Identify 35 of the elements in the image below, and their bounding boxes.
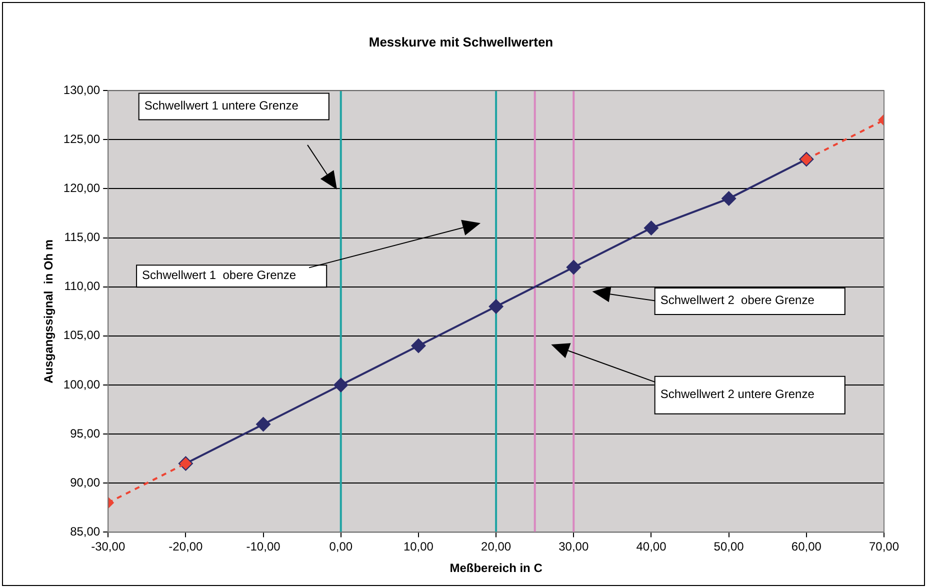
y-tick-label: 125,00: [63, 132, 100, 146]
x-tick-label: -10,00: [246, 540, 281, 554]
x-tick-label: 30,00: [558, 540, 589, 554]
annotation: Schwellwert 1 untere Grenze: [144, 98, 299, 112]
point: [488, 298, 504, 314]
y-tick-label: 90,00: [70, 475, 100, 490]
point: [256, 416, 271, 432]
point: [333, 378, 348, 392]
x-tick-label: 10,00: [403, 540, 434, 554]
y-tick-label: 100,00: [63, 377, 100, 392]
chart-title: Messkurve mit Schwellwerten: [368, 34, 554, 50]
x-axis-title: Meßbereich in C: [450, 561, 543, 576]
annotation: Schwellwert 2 obere Grenze: [660, 293, 815, 308]
x-tick-label: 70,00: [868, 540, 900, 554]
y-axis-title: Ausgangssignal in Oh m: [42, 239, 56, 384]
x-tick-label: -30,00: [91, 540, 126, 554]
annotation: Schwellwert 1 obere Grenze: [142, 268, 296, 282]
y-tick-label: 105,00: [63, 328, 100, 342]
x-tick-label: 20,00: [481, 540, 512, 554]
x-tick-label: -20,00: [168, 540, 204, 554]
point: [721, 191, 736, 206]
annotation: Schwellwert 2 untere Grenze: [660, 386, 815, 401]
y-tick-label: 95,00: [70, 426, 100, 440]
y-tick-label: 85,00: [70, 524, 100, 539]
x-tick-label: 0,00: [329, 540, 353, 554]
point: [410, 338, 426, 354]
y-tick-label: 110,00: [64, 279, 100, 294]
y-tick-label: 130,00: [63, 82, 100, 97]
point: [644, 220, 659, 236]
x-tick-label: 60,00: [791, 540, 822, 554]
point: [566, 260, 582, 275]
y-tick-label: 115,00: [64, 230, 100, 244]
x-tick-label: 50,00: [714, 540, 744, 554]
x-tick-label: 40,00: [636, 540, 667, 554]
y-tick-label: 120,00: [63, 181, 100, 196]
